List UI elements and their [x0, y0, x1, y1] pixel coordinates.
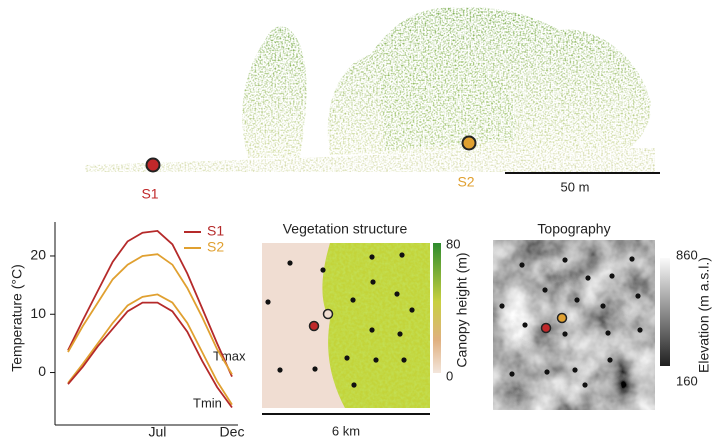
- sample-point: [582, 382, 587, 387]
- colorbar: [433, 243, 441, 373]
- scale-label: 50 m: [561, 179, 590, 194]
- colorbar-label: 80: [446, 236, 460, 251]
- sample-point: [287, 260, 292, 265]
- sample-point: [370, 279, 375, 284]
- colorbar-label: 160: [676, 373, 698, 388]
- sample-point: [562, 257, 567, 262]
- scale-label: 6 km: [332, 423, 360, 438]
- sample-point: [369, 327, 374, 332]
- site-marker: [463, 137, 476, 150]
- sample-point: [265, 299, 270, 304]
- colorbar-title: Canopy height (m): [454, 252, 470, 367]
- colorbar-label: 0: [446, 368, 453, 383]
- sample-point: [499, 303, 504, 308]
- legend-label: S1: [207, 223, 224, 239]
- site-marker: [324, 310, 333, 319]
- sample-point: [637, 327, 642, 332]
- site-marker: [310, 322, 319, 331]
- sample-point: [542, 287, 547, 292]
- annotation: Tmin: [193, 395, 222, 410]
- sample-point: [399, 252, 404, 257]
- site-label: S1: [141, 186, 158, 202]
- sample-point: [351, 382, 356, 387]
- sample-point: [585, 275, 590, 280]
- sample-point: [401, 357, 406, 362]
- map: [493, 240, 655, 410]
- sample-point: [350, 297, 355, 302]
- sample-point: [519, 262, 524, 267]
- site-label: S2: [457, 174, 474, 190]
- forest-texture: [322, 243, 430, 408]
- temperature-line: [68, 254, 232, 374]
- figure: S1 S2 50 m Vegetation structure 80 0 Can…: [0, 0, 715, 439]
- sample-point: [629, 256, 634, 261]
- site-marker: [542, 324, 551, 333]
- sample-point: [277, 367, 282, 372]
- y-tick-label: 10: [30, 305, 46, 321]
- sample-point: [369, 254, 374, 259]
- sample-point: [409, 307, 414, 312]
- colorbar-label: 860: [676, 247, 698, 262]
- site-marker: [147, 159, 160, 172]
- sample-point: [562, 331, 567, 336]
- x-tick-label: Jul: [149, 424, 167, 439]
- y-axis-title: Temperature (°C): [9, 264, 25, 372]
- sample-point: [320, 267, 325, 272]
- sample-point: [394, 291, 399, 296]
- x-tick-label: Dec: [220, 424, 245, 439]
- sample-point: [600, 303, 605, 308]
- sample-point: [544, 369, 549, 374]
- colorbar-title: Elevation (m a.s.l.): [696, 257, 712, 373]
- y-tick-label: 0: [38, 363, 46, 379]
- sample-point: [607, 357, 612, 362]
- sample-point: [635, 293, 640, 298]
- y-tick-label: 20: [30, 247, 46, 263]
- sample-point: [509, 371, 514, 376]
- site-marker: [558, 314, 567, 323]
- sample-point: [312, 366, 317, 371]
- sample-point: [609, 273, 614, 278]
- sample-point: [605, 330, 610, 335]
- panel-title: Vegetation structure: [283, 221, 408, 237]
- lidar-profile: [85, 7, 655, 172]
- colorbar: [660, 258, 670, 366]
- panel-title: Topography: [537, 221, 610, 237]
- sample-point: [344, 355, 349, 360]
- sample-point: [397, 331, 402, 336]
- sample-point: [373, 357, 378, 362]
- legend-label: S2: [207, 239, 224, 255]
- sample-point: [572, 367, 577, 372]
- sample-point: [574, 297, 579, 302]
- sample-point: [522, 322, 527, 327]
